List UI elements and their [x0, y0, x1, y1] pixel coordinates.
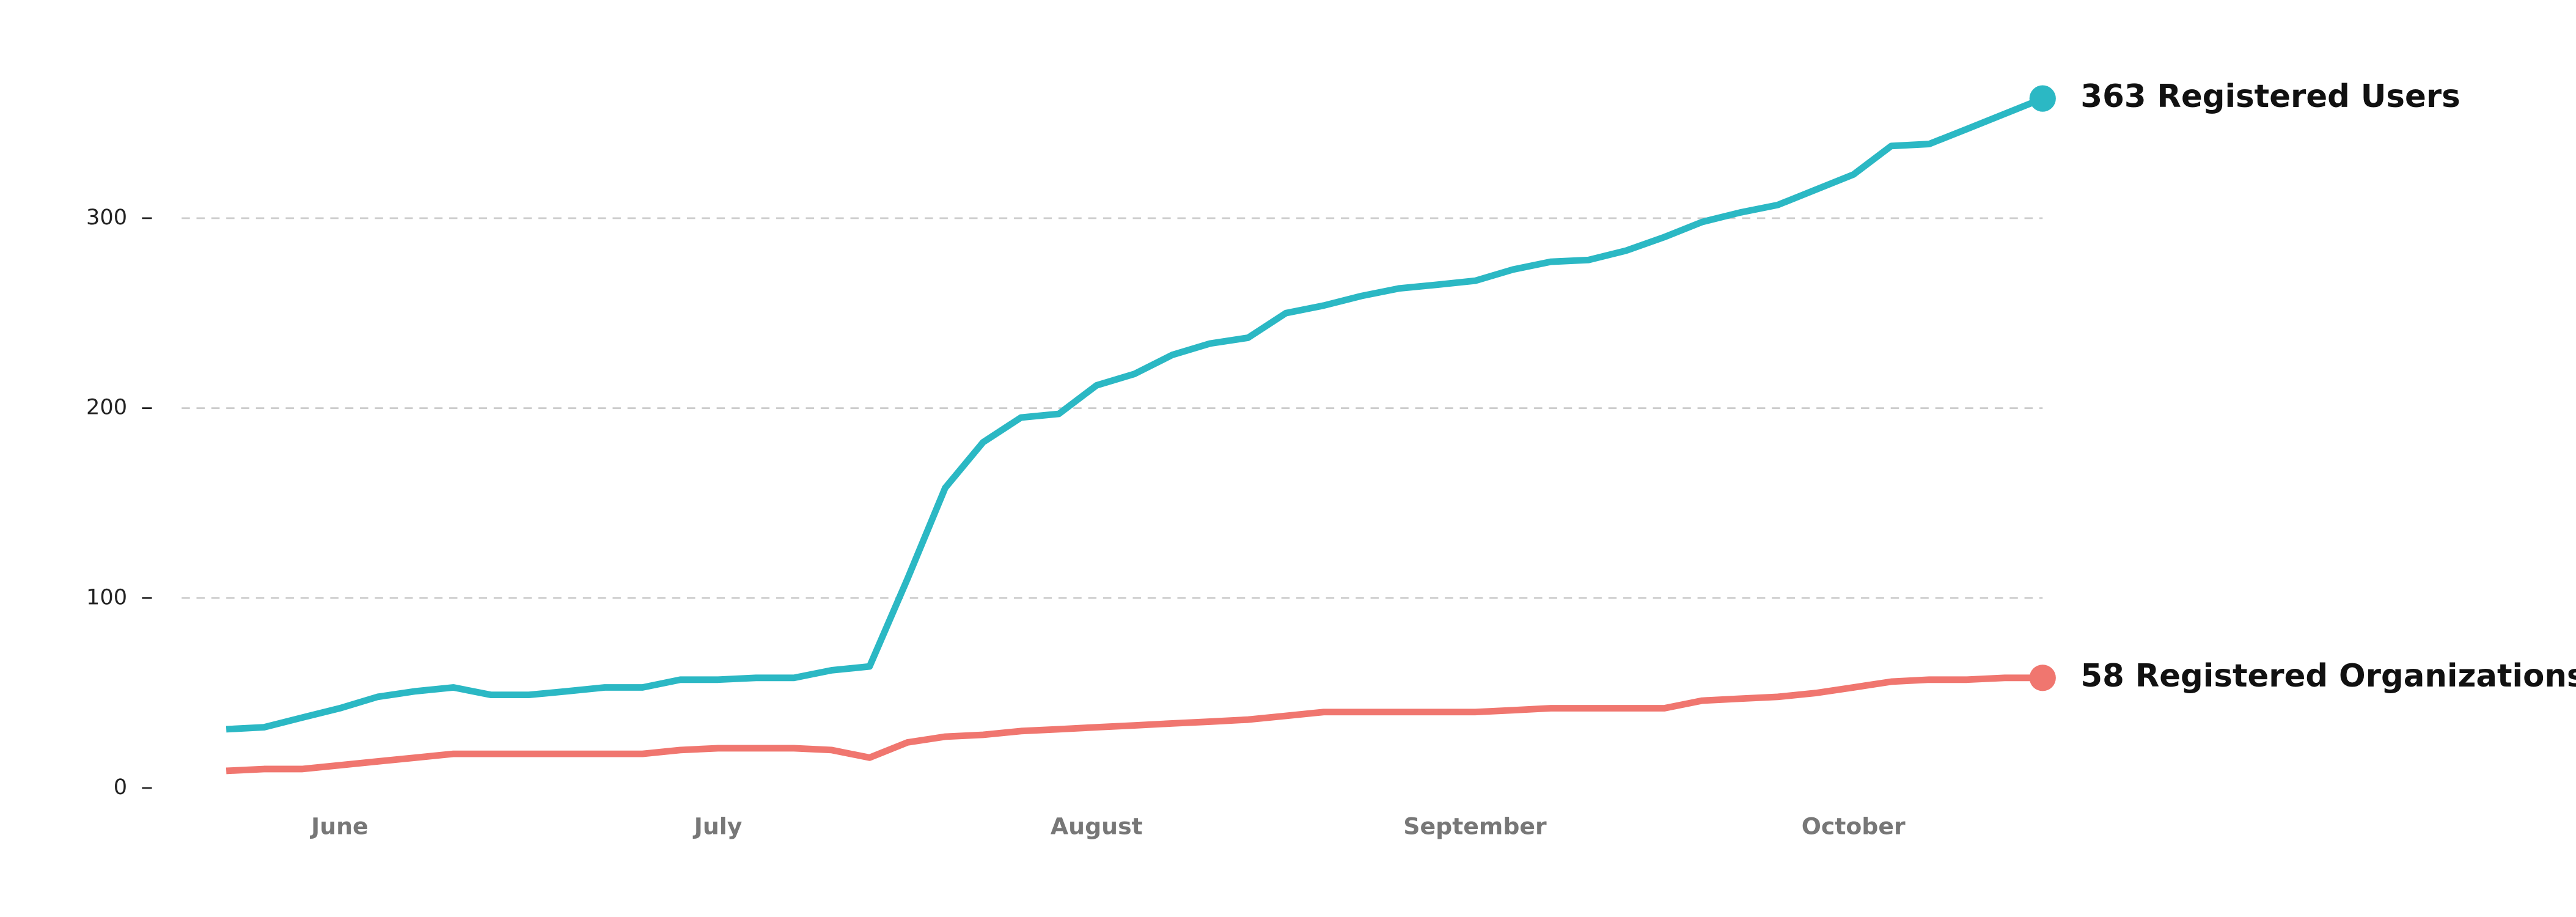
- end-label: 363 Registered Users: [2080, 78, 2460, 115]
- x-tick-label: June: [309, 812, 369, 839]
- x-tick-label: August: [1051, 812, 1143, 839]
- y-tick-label: 100: [86, 584, 127, 609]
- y-tick-label: 300: [86, 205, 127, 230]
- end-label: 58 Registered Organizations: [2080, 658, 2576, 694]
- series-line: [226, 674, 2043, 775]
- x-tick-label: October: [1802, 812, 1906, 839]
- y-tick-label: 0: [114, 775, 127, 800]
- end-dot: [2029, 85, 2056, 112]
- x-tick-label: July: [692, 812, 743, 839]
- x-tick-label: September: [1403, 812, 1547, 839]
- y-tick-label: 200: [86, 395, 127, 420]
- end-dot: [2029, 665, 2056, 691]
- series-line: [226, 95, 2044, 733]
